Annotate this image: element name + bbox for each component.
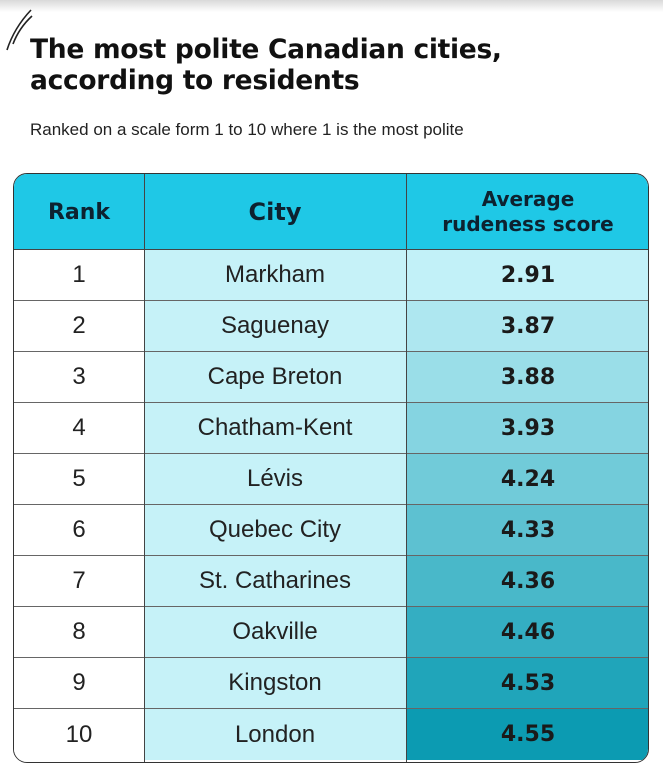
table-row: 8 Oakville 4.46 xyxy=(14,607,648,658)
title-line-1: The most polite Canadian cities, xyxy=(30,34,502,65)
top-shadow-bar xyxy=(0,0,663,12)
table-row: 6 Quebec City 4.33 xyxy=(14,505,648,556)
city-cell: Oakville xyxy=(144,607,406,657)
header-rank: Rank xyxy=(47,199,111,225)
city-cell: Quebec City xyxy=(144,505,406,555)
rank-cell: 3 xyxy=(14,352,144,402)
rank-cell: 8 xyxy=(14,607,144,657)
table-row: 5 Lévis 4.24 xyxy=(14,454,648,505)
city-cell: Markham xyxy=(144,250,406,300)
city-cell: Kingston xyxy=(144,658,406,708)
header-score-line-2: rudeness score xyxy=(442,212,614,236)
city-cell: Lévis xyxy=(144,454,406,504)
table-row: 10 London 4.55 xyxy=(14,709,648,760)
score-cell: 4.53 xyxy=(406,658,648,708)
rank-cell: 4 xyxy=(14,403,144,453)
city-cell: St. Catharines xyxy=(144,556,406,606)
header-score-line-1: Average xyxy=(481,187,575,211)
table-row: 1 Markham 2.91 xyxy=(14,250,648,301)
city-cell: Chatham-Kent xyxy=(144,403,406,453)
city-cell: Cape Breton xyxy=(144,352,406,402)
score-cell: 4.33 xyxy=(406,505,648,555)
table-row: 2 Saguenay 3.87 xyxy=(14,301,648,352)
table-row: 4 Chatham-Kent 3.93 xyxy=(14,403,648,454)
column-divider xyxy=(144,174,145,762)
score-cell: 4.36 xyxy=(406,556,648,606)
page-title: The most polite Canadian cities, accordi… xyxy=(30,34,630,96)
city-cell: Saguenay xyxy=(144,301,406,351)
rank-cell: 6 xyxy=(14,505,144,555)
subtitle: Ranked on a scale form 1 to 10 where 1 i… xyxy=(30,120,464,139)
city-cell: London xyxy=(144,709,406,760)
score-cell: 4.24 xyxy=(406,454,648,504)
rank-cell: 1 xyxy=(14,250,144,300)
table-row: 7 St. Catharines 4.36 xyxy=(14,556,648,607)
title-line-2: according to residents xyxy=(30,65,360,96)
rank-cell: 5 xyxy=(14,454,144,504)
score-cell: 2.91 xyxy=(406,250,648,300)
rank-cell: 10 xyxy=(14,709,144,760)
table-header: Rank City Average rudeness score xyxy=(14,174,648,250)
score-cell: 3.87 xyxy=(406,301,648,351)
score-cell: 3.93 xyxy=(406,403,648,453)
table-row: 3 Cape Breton 3.88 xyxy=(14,352,648,403)
column-divider xyxy=(406,174,407,762)
header-score: Average rudeness score xyxy=(406,174,648,250)
rank-cell: 9 xyxy=(14,658,144,708)
ranking-table: Rank City Average rudeness score 1 Markha… xyxy=(13,173,649,763)
score-cell: 4.55 xyxy=(406,709,648,760)
score-cell: 3.88 xyxy=(406,352,648,402)
table-row: 9 Kingston 4.53 xyxy=(14,658,648,709)
rank-cell: 7 xyxy=(14,556,144,606)
double-slash-icon xyxy=(6,9,33,51)
score-cell: 4.46 xyxy=(406,607,648,657)
header-city: City xyxy=(248,198,302,226)
rank-cell: 2 xyxy=(14,301,144,351)
